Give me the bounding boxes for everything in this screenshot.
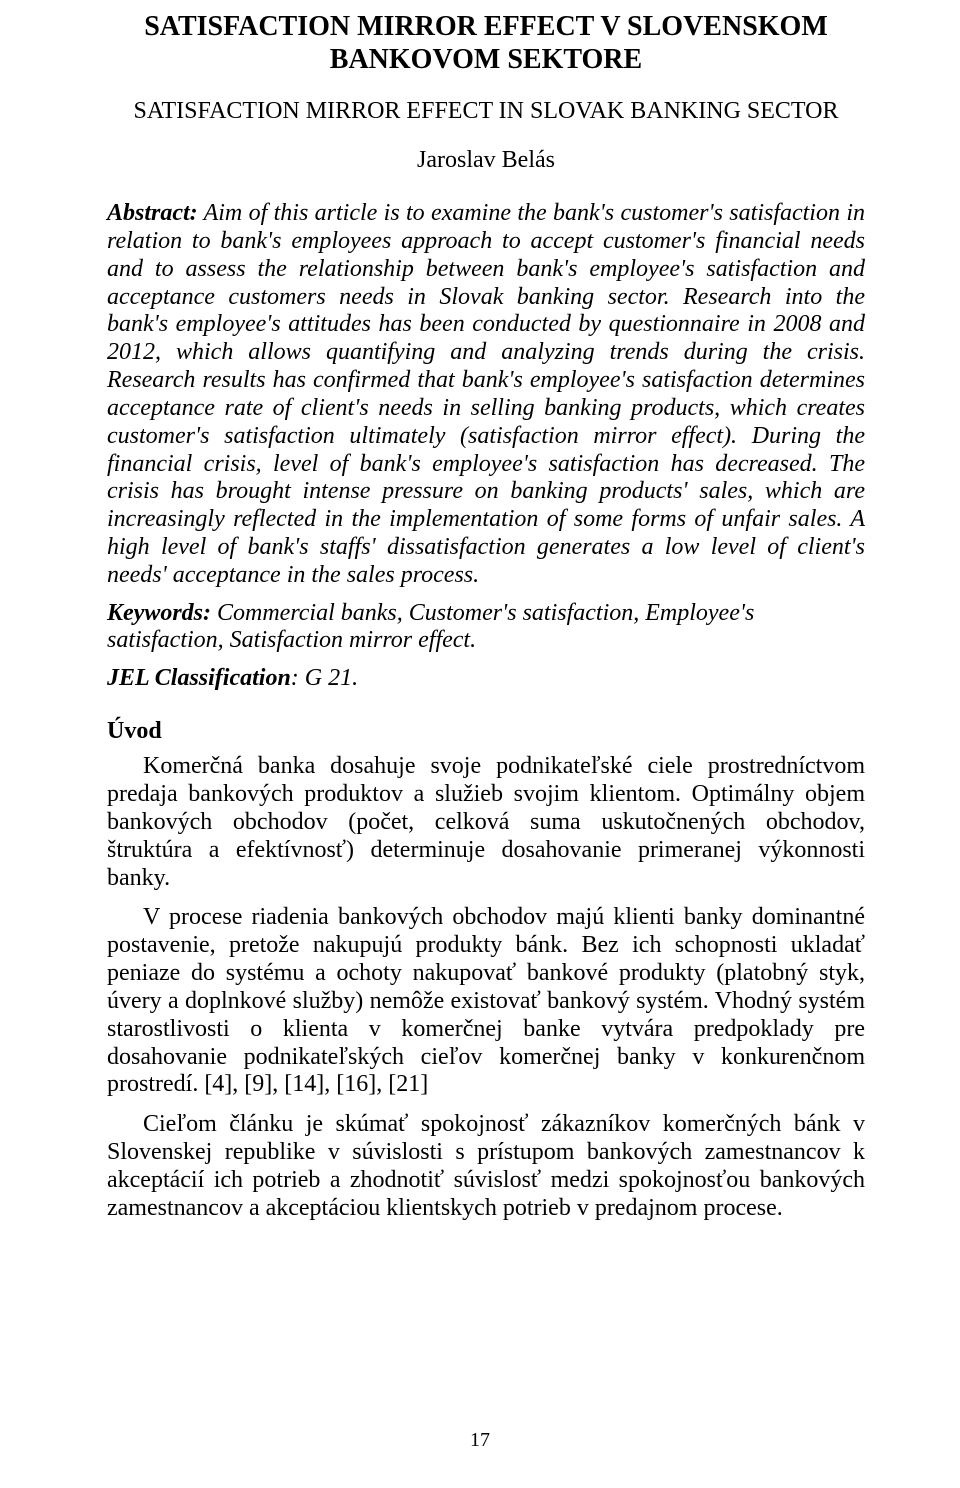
section-heading-intro: Úvod xyxy=(107,718,865,745)
jel-block: JEL Classification: G 21. xyxy=(107,665,865,692)
jel-label: JEL Classification xyxy=(107,665,291,691)
paper-subtitle: SATISFACTION MIRROR EFFECT IN SLOVAK BAN… xyxy=(107,98,865,125)
paper-title: SATISFACTION MIRROR EFFECT V SLOVENSKOM … xyxy=(107,10,865,76)
paragraph-1: Komerčná banka dosahuje svoje podnikateľ… xyxy=(107,753,865,892)
paper-author: Jaroslav Belás xyxy=(107,147,865,174)
keywords-block: Keywords: Commercial banks, Customer's s… xyxy=(107,600,865,656)
abstract-block: Abstract: Aim of this article is to exam… xyxy=(107,200,865,590)
keywords-label: Keywords: xyxy=(107,600,211,626)
paragraph-3: Cieľom článku je skúmať spokojnosť zákaz… xyxy=(107,1111,865,1222)
paragraph-2: V procese riadenia bankových obchodov ma… xyxy=(107,904,865,1099)
page-number: 17 xyxy=(0,1429,960,1452)
page: SATISFACTION MIRROR EFFECT V SLOVENSKOM … xyxy=(0,0,960,1488)
abstract-text: Aim of this article is to examine the ba… xyxy=(107,200,865,588)
jel-text: : G 21. xyxy=(291,665,358,691)
abstract-label: Abstract: xyxy=(107,200,198,226)
